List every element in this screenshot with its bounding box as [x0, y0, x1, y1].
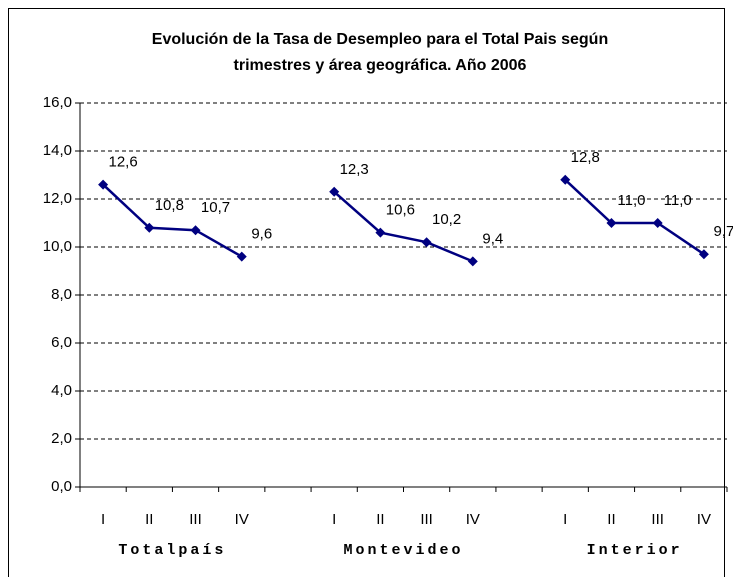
point-marker — [375, 227, 386, 238]
data-label: 12,8 — [571, 149, 600, 166]
point-marker — [236, 251, 247, 262]
data-label: 9,6 — [251, 226, 272, 243]
x-tick-label: I — [563, 511, 567, 528]
x-tick-label: IV — [697, 511, 711, 528]
y-tick-label: 4,0 — [51, 382, 72, 399]
point-marker — [144, 222, 155, 233]
data-label: 11,0 — [664, 192, 692, 209]
x-tick-label: III — [189, 511, 202, 528]
point-marker — [98, 179, 109, 190]
group-label: Montevideo — [343, 542, 463, 559]
y-tick-label: 2,0 — [51, 430, 72, 447]
x-tick-label: III — [420, 511, 433, 528]
chart-frame — [8, 8, 725, 577]
data-label: 10,2 — [432, 211, 461, 228]
point-marker — [698, 249, 709, 260]
point-marker — [560, 174, 571, 185]
data-label: 10,6 — [386, 202, 415, 219]
data-label: 12,6 — [109, 154, 138, 171]
y-tick-label: 12,0 — [43, 190, 72, 207]
data-label: 11,0 — [617, 192, 645, 209]
x-tick-label: IV — [466, 511, 480, 528]
data-label: 9,7 — [713, 223, 733, 240]
data-label: 12,3 — [340, 161, 369, 178]
y-tick-label: 14,0 — [43, 142, 72, 159]
chart-title: Evolución de la Tasa de Desempleo para e… — [152, 31, 608, 48]
x-tick-label: III — [651, 511, 664, 528]
line — [102, 178, 705, 263]
y-tick-label: 10,0 — [43, 238, 72, 255]
point-marker — [652, 218, 663, 228]
x-tick-label: I — [101, 511, 105, 528]
point-marker — [329, 186, 340, 197]
group-label: Totalpaís — [118, 542, 226, 559]
x-tick-label: I — [332, 511, 336, 528]
point-marker — [190, 225, 201, 236]
chart-title: trimestres y área geográfica. Año 2006 — [234, 57, 527, 74]
y-tick-label: 8,0 — [51, 286, 72, 303]
x-tick-label: IV — [235, 511, 249, 528]
group-label: Interior — [587, 542, 683, 559]
x-tick-label: II — [607, 511, 615, 528]
data-label: 10,7 — [201, 199, 230, 216]
x-tick-label: II — [145, 511, 153, 528]
x-tick-label: II — [376, 511, 384, 528]
y-tick-label: 16,0 — [43, 94, 72, 111]
data-label: 10,8 — [155, 197, 184, 214]
point-marker — [606, 218, 617, 228]
point-marker — [467, 256, 478, 267]
data-label: 9,4 — [482, 230, 503, 247]
point-marker — [421, 237, 432, 248]
y-tick-label: 0,0 — [51, 478, 72, 495]
y-tick-label: 6,0 — [51, 334, 72, 351]
